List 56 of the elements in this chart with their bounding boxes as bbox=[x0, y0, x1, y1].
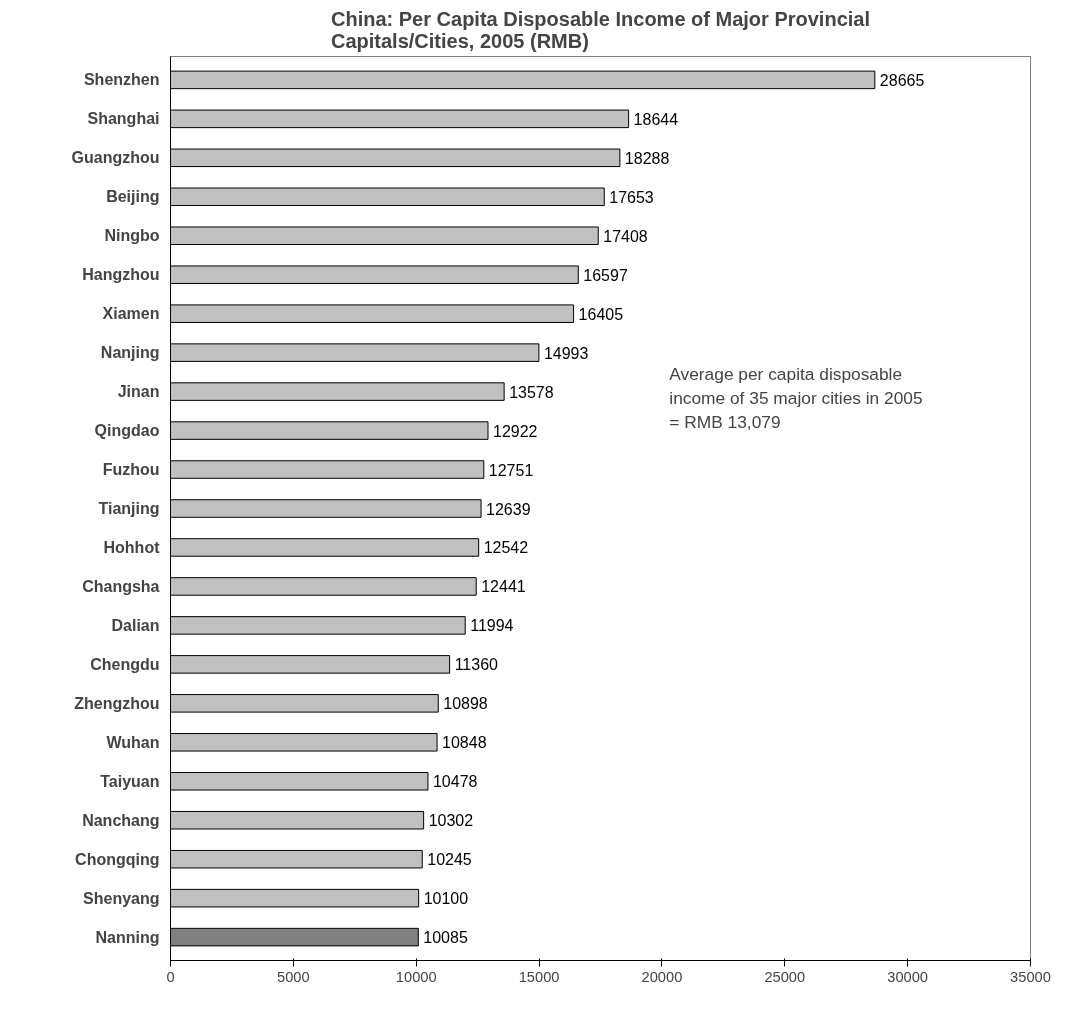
data-label: 12639 bbox=[486, 500, 531, 518]
y-tick-label: Hangzhou bbox=[82, 266, 160, 284]
y-tick-label: Dalian bbox=[111, 616, 160, 634]
annotation: Average per capita disposable income of 35 major cities in 2005 = RMB 13,079 bbox=[669, 364, 923, 433]
data-label: 17653 bbox=[609, 188, 654, 206]
data-label: 18644 bbox=[633, 110, 679, 128]
x-tick-label: 5000 bbox=[277, 968, 310, 985]
data-label: 13578 bbox=[509, 383, 554, 401]
y-tick-label: Zhengzhou bbox=[74, 694, 160, 712]
data-label: 10085 bbox=[423, 929, 468, 947]
y-tick-label: Qingdao bbox=[94, 422, 160, 440]
data-label: 10478 bbox=[432, 773, 478, 791]
x-tick-label: 0 bbox=[166, 968, 175, 985]
y-tick-label: Jinan bbox=[117, 383, 160, 401]
y-tick-label: Changsha bbox=[82, 577, 160, 595]
x-tick-label: 15000 bbox=[518, 968, 560, 985]
y-tick-label: Xiamen bbox=[102, 305, 160, 323]
y-tick-label: Taiyuan bbox=[100, 772, 160, 790]
data-label: 17408 bbox=[603, 227, 648, 245]
data-label: 11994 bbox=[470, 617, 514, 635]
x-tick-label: 35000 bbox=[1010, 968, 1051, 985]
data-label: 10245 bbox=[427, 851, 472, 869]
data-label: 16405 bbox=[578, 305, 624, 323]
y-tick-label: Ningbo bbox=[104, 227, 160, 245]
data-label: 10302 bbox=[428, 812, 474, 830]
x-tick-label: 20000 bbox=[641, 968, 683, 985]
data-label: 14993 bbox=[543, 344, 589, 362]
data-label: 12441 bbox=[481, 578, 526, 596]
data-label: 12751 bbox=[488, 461, 534, 479]
data-label: 12542 bbox=[483, 539, 529, 557]
x-tick-label: 30000 bbox=[887, 968, 929, 985]
y-tick-label: Chengdu bbox=[90, 655, 160, 673]
y-tick-label: Chongqing bbox=[75, 850, 160, 868]
y-tick-label: Wuhan bbox=[106, 733, 160, 751]
y-tick-label: Shenzhen bbox=[83, 71, 160, 89]
y-tick-label: Shenyang bbox=[83, 889, 160, 907]
y-tick-label: Guangzhou bbox=[71, 149, 160, 167]
y-tick-label: Nanchang bbox=[82, 811, 160, 829]
data-label: 12922 bbox=[493, 422, 538, 440]
y-tick-label: Fuzhou bbox=[102, 461, 160, 479]
y-tick-label: Tianjing bbox=[98, 500, 160, 517]
y-tick-label: Nanjing bbox=[100, 344, 160, 362]
data-label: 18288 bbox=[624, 149, 670, 167]
y-tick-label: Beijing bbox=[106, 188, 160, 206]
y-tick-label: Nanning bbox=[95, 928, 160, 946]
data-label: 28665 bbox=[879, 71, 925, 89]
y-tick-label: Shanghai bbox=[87, 110, 160, 128]
chart-title: China: Per Capita Disposable Income of Major Provincial Capitals/Cities, 2005 (RMB) bbox=[330, 7, 871, 52]
data-label: 16597 bbox=[583, 266, 628, 284]
x-tick-label: 25000 bbox=[764, 968, 806, 985]
x-tick-label: 10000 bbox=[395, 968, 437, 985]
data-label: 10848 bbox=[442, 734, 487, 752]
y-tick-label: Hohhot bbox=[103, 538, 161, 556]
data-label: 10898 bbox=[443, 695, 488, 713]
data-label: 11360 bbox=[454, 656, 499, 674]
data-label: 10100 bbox=[423, 890, 469, 908]
